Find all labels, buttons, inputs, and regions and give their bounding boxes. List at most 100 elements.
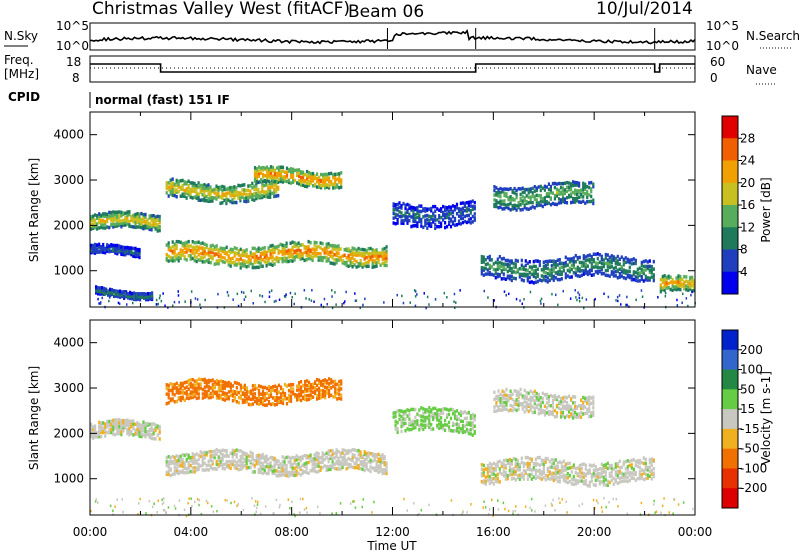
range-cell	[562, 265, 565, 269]
range-cell	[189, 455, 192, 460]
range-cell	[488, 271, 491, 275]
range-cell	[229, 466, 232, 470]
range-cell	[289, 251, 292, 255]
range-cell	[459, 427, 462, 431]
speckle-cell	[200, 306, 202, 309]
range-cell	[108, 248, 111, 252]
range-cell	[634, 471, 637, 475]
range-cell	[528, 464, 531, 468]
range-cell	[100, 245, 103, 249]
range-cell	[345, 449, 348, 454]
range-cell	[461, 210, 464, 214]
range-cell	[189, 254, 192, 258]
range-cell	[534, 463, 537, 468]
speckle-cell	[664, 291, 667, 295]
range-cell	[436, 408, 439, 413]
range-cell	[197, 240, 200, 244]
range-cell	[494, 477, 497, 481]
range-cell	[315, 470, 318, 474]
range-cell	[177, 471, 180, 476]
range-cell	[416, 412, 419, 416]
range-cell	[558, 277, 561, 282]
range-cell	[556, 479, 559, 484]
range-cell	[644, 468, 647, 472]
range-cell	[493, 397, 496, 401]
range-cell	[316, 176, 319, 181]
range-cell	[537, 185, 540, 189]
speckle-cell	[428, 303, 430, 306]
range-cell	[241, 463, 244, 468]
range-cell	[618, 267, 621, 271]
range-cell	[580, 406, 583, 411]
range-cell	[171, 190, 174, 194]
range-cell	[540, 470, 543, 474]
range-cell	[448, 209, 451, 213]
range-cell	[547, 412, 550, 417]
range-cell	[428, 222, 431, 226]
range-cell	[130, 246, 133, 250]
range-cell	[243, 394, 246, 398]
colorbar-tick-label: 24	[740, 154, 755, 168]
range-cell	[327, 452, 330, 457]
range-cell	[243, 262, 246, 267]
range-cell	[112, 427, 115, 432]
range-cell	[201, 260, 204, 264]
colorbar-segment	[722, 138, 738, 161]
range-cell	[691, 278, 694, 282]
range-cell	[448, 408, 451, 412]
range-cell	[373, 264, 376, 269]
speckle-cell	[331, 512, 333, 515]
range-cell	[471, 433, 474, 437]
range-cell	[201, 451, 204, 455]
range-cell	[171, 460, 174, 464]
range-cell	[449, 416, 453, 421]
range-cell	[122, 248, 125, 253]
range-cell	[104, 422, 107, 426]
noise-tick-high-right: 10^5	[706, 19, 739, 33]
range-cell	[179, 240, 182, 245]
range-cell	[171, 245, 174, 249]
range-cell	[271, 251, 274, 255]
range-cell	[542, 469, 545, 473]
range-cell	[298, 182, 301, 186]
range-cell	[522, 278, 525, 283]
range-cell	[328, 392, 331, 396]
range-cell	[265, 192, 268, 196]
range-cell	[239, 191, 242, 195]
range-cell	[98, 420, 101, 425]
range-cell	[313, 457, 316, 461]
speckle-cell	[115, 290, 117, 294]
range-cell	[318, 381, 321, 386]
noise-trace	[89, 28, 696, 49]
range-cell	[267, 457, 270, 461]
range-cell	[396, 427, 399, 431]
range-cell	[436, 224, 439, 229]
range-cell	[239, 389, 242, 393]
range-cell	[326, 172, 329, 177]
range-cell	[501, 389, 504, 393]
range-cell	[548, 278, 551, 283]
speckle-cell	[521, 302, 523, 305]
range-cell	[255, 179, 259, 183]
freq-unit-label: [MHz]	[4, 67, 39, 81]
range-cell	[199, 188, 202, 192]
range-cell	[269, 244, 272, 248]
range-cell	[555, 182, 559, 186]
range-cell	[235, 400, 238, 404]
speckle-cell	[344, 300, 346, 303]
range-cell	[173, 248, 176, 252]
range-cell	[277, 185, 280, 190]
range-cell	[225, 464, 228, 469]
range-cell	[97, 286, 100, 290]
range-cell	[534, 269, 537, 273]
range-cell	[241, 460, 244, 465]
range-cell	[298, 174, 301, 179]
range-cell	[209, 195, 212, 200]
range-cell	[412, 219, 415, 224]
range-cell	[295, 469, 298, 473]
range-cell	[622, 460, 625, 464]
range-cell	[459, 207, 462, 212]
range-cell	[142, 422, 145, 427]
range-cell	[277, 399, 281, 403]
range-cell	[211, 453, 214, 458]
